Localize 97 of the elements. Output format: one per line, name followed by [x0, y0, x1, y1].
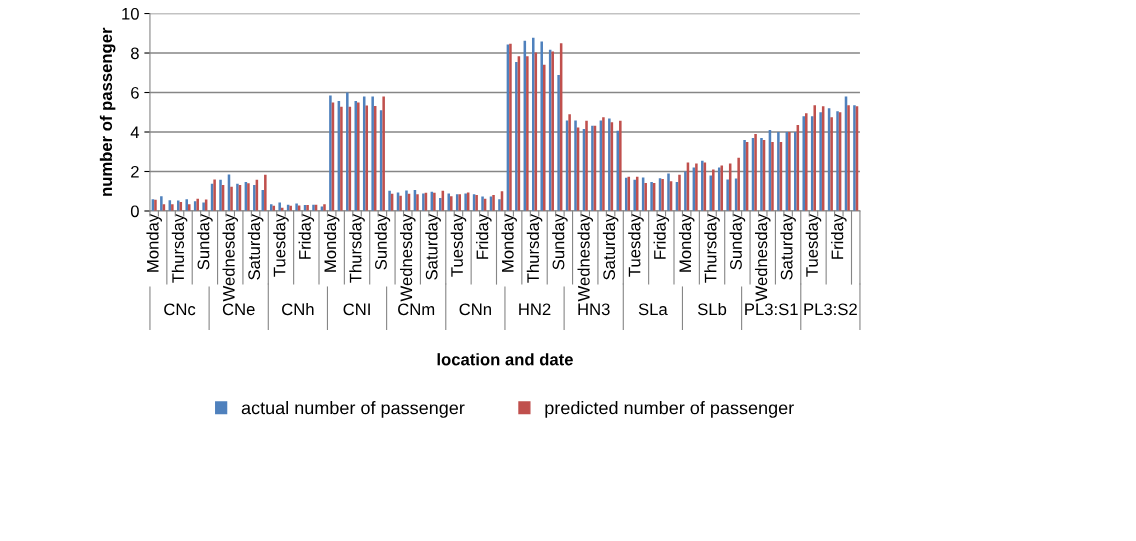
- bar: [340, 106, 343, 211]
- y-tick-label: 0: [130, 205, 139, 218]
- bar: [574, 120, 577, 211]
- bar: [526, 56, 529, 211]
- x-tick-label: Tuesday: [805, 213, 822, 277]
- bar: [619, 120, 622, 211]
- bar: [667, 173, 670, 211]
- bar: [737, 157, 740, 211]
- bar: [171, 204, 174, 211]
- bar: [684, 171, 687, 211]
- x-tick-label: Friday: [653, 213, 670, 259]
- text: PL3:S2: [804, 303, 857, 316]
- bar: [416, 194, 419, 211]
- x-tick-label: Sunday: [197, 213, 213, 270]
- x-tick-label: Thursday: [704, 213, 720, 283]
- x-tick-label: Sunday: [729, 213, 746, 270]
- bar: [830, 117, 833, 211]
- y-tick-label: 8: [130, 47, 139, 60]
- bar: [644, 182, 647, 211]
- x-tick-label: Monday: [678, 213, 695, 272]
- x-tick-label: Saturday: [602, 213, 619, 280]
- bar: [777, 132, 780, 211]
- bar: [187, 204, 191, 211]
- text: CNm: [398, 303, 435, 316]
- bar: [160, 196, 163, 211]
- bar: [213, 179, 216, 211]
- text: CNc: [164, 303, 196, 316]
- text: SLa: [638, 303, 668, 316]
- text: SLb: [697, 302, 727, 316]
- bar: [278, 202, 281, 211]
- bar: [371, 96, 374, 211]
- bar: [771, 141, 774, 211]
- bar: [185, 199, 188, 211]
- x-axis-title: location and date: [437, 353, 573, 366]
- bar: [382, 96, 385, 211]
- bar: [608, 118, 611, 211]
- bar: [754, 133, 757, 211]
- x-tick-label: Saturday: [780, 213, 796, 280]
- text: HN3: [578, 303, 610, 316]
- bar: [540, 41, 543, 211]
- x-tick-label: Wednesday: [577, 213, 594, 302]
- bar: [365, 105, 369, 211]
- x-tick-label: Wednesday: [754, 213, 771, 302]
- bar: [439, 197, 442, 211]
- legend-label: actual number of passenger: [241, 401, 465, 418]
- text: HN2: [519, 303, 551, 316]
- bar: [498, 199, 501, 211]
- y-tick-label: 2: [131, 165, 139, 178]
- x-tick-label: Thursday: [171, 213, 188, 283]
- bar: [346, 92, 349, 211]
- x-tick-label: Thursday: [526, 213, 543, 283]
- x-tick-label: Wednesday: [399, 213, 416, 302]
- bar: [709, 175, 713, 211]
- bar: [712, 169, 715, 211]
- bar: [678, 174, 681, 211]
- bar: [264, 174, 267, 211]
- x-tick-label: Monday: [501, 213, 517, 272]
- bar: [813, 105, 816, 211]
- y-tick-label: 4: [130, 126, 140, 139]
- text: PL3:S1: [745, 303, 798, 316]
- bar: [695, 163, 698, 211]
- y-tick-label: 10: [122, 7, 139, 20]
- x-tick-label: Tuesday: [273, 213, 289, 277]
- x-tick-label: Friday: [298, 213, 315, 259]
- text: CNe: [222, 303, 255, 316]
- bar: [568, 114, 571, 211]
- text: CNh: [282, 302, 314, 316]
- bar: [230, 186, 233, 211]
- x-tick-label: Sunday: [374, 213, 391, 270]
- x-tick-label: Tuesday: [628, 213, 644, 277]
- bar: [819, 112, 822, 211]
- x-tick-label: Thursday: [349, 213, 365, 283]
- bar: [542, 64, 546, 211]
- x-tick-label: Monday: [323, 213, 340, 272]
- bar: [847, 105, 850, 211]
- bar: [557, 74, 560, 211]
- x-tick-label: Sunday: [552, 213, 568, 270]
- text: CNn: [459, 303, 491, 316]
- x-tick-label: Monday: [146, 213, 162, 272]
- legend-label: predicted number of passenger: [545, 401, 794, 418]
- x-tick-label: Tuesday: [450, 213, 467, 277]
- x-tick-label: Wednesday: [222, 213, 239, 302]
- bar: [253, 184, 256, 211]
- y-axis-title: number of passenger: [99, 27, 116, 196]
- bar: [794, 132, 797, 211]
- y-tick-label: 6: [131, 86, 139, 99]
- x-tick-label: Friday: [476, 213, 492, 259]
- bar: [219, 179, 222, 211]
- bar: [726, 179, 729, 211]
- bar: [532, 37, 535, 211]
- x-tick-label: Saturday: [425, 213, 441, 280]
- text: CNI: [343, 303, 370, 316]
- x-tick-label: Friday: [831, 213, 847, 259]
- bar: [585, 120, 588, 211]
- bar: [515, 61, 518, 211]
- x-tick-label: Saturday: [247, 213, 264, 280]
- bar: [329, 95, 332, 211]
